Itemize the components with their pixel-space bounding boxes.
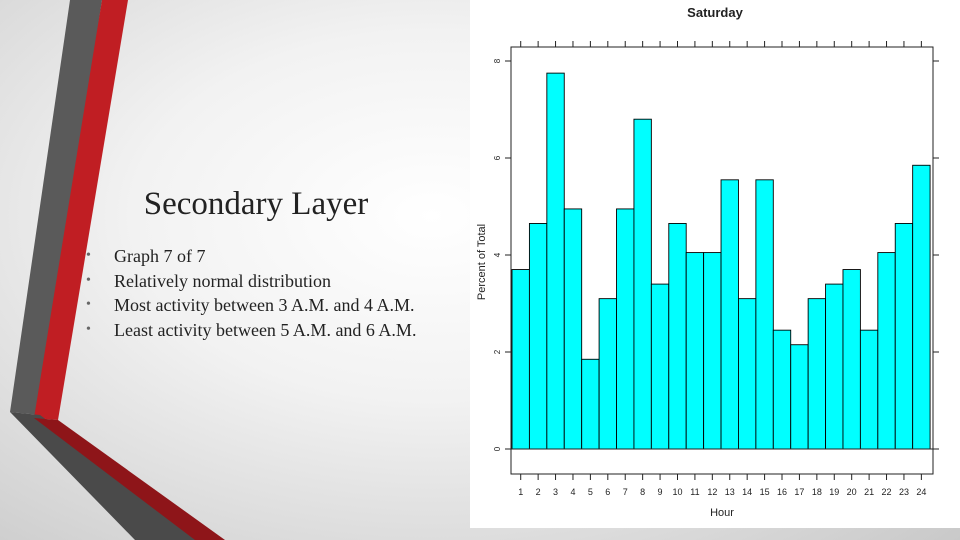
chart-title: Saturday xyxy=(687,5,743,20)
bar xyxy=(772,329,792,450)
x-axis-label: Hour xyxy=(710,507,734,519)
bar xyxy=(563,208,583,450)
bar xyxy=(633,118,652,450)
x-tick-label: 8 xyxy=(640,487,645,497)
x-tick-label: 15 xyxy=(760,487,770,497)
bullet-text: Graph 7 of 7 xyxy=(114,246,206,266)
bar xyxy=(616,208,635,450)
bar xyxy=(790,344,809,450)
bullet-dot-icon: • xyxy=(86,248,91,263)
bar xyxy=(528,223,548,450)
bar xyxy=(877,252,896,450)
x-tick-label: 17 xyxy=(794,487,804,497)
bullet-item: • Relatively normal distribution xyxy=(86,269,426,294)
bar xyxy=(894,223,914,450)
x-tick-label: 11 xyxy=(690,487,699,497)
bar xyxy=(755,179,774,450)
x-tick-label: 22 xyxy=(882,487,892,497)
bullet-item: • Graph 7 of 7 xyxy=(86,244,426,269)
x-tick-label: 14 xyxy=(742,487,752,497)
bar xyxy=(598,298,617,450)
slide-title: Secondary Layer xyxy=(143,186,369,222)
x-tick-label: 19 xyxy=(829,487,839,497)
decor-red-stripe xyxy=(34,0,128,420)
x-tick-label: 23 xyxy=(899,487,909,497)
bar xyxy=(720,179,739,450)
bullet-dot-icon: • xyxy=(86,321,91,337)
x-tick-label: 9 xyxy=(658,487,663,497)
y-tick-label: 4 xyxy=(493,252,502,257)
x-tick-label: 24 xyxy=(916,487,926,497)
y-tick-label: 8 xyxy=(493,58,502,63)
bullet-dot-icon: • xyxy=(86,297,91,312)
bar xyxy=(650,283,670,450)
bar xyxy=(546,72,565,450)
x-tick-label: 18 xyxy=(812,487,822,497)
bullet-dot-icon: • xyxy=(86,272,91,288)
bar xyxy=(738,298,757,450)
decor-red-wedge xyxy=(34,418,225,540)
bar xyxy=(703,252,722,450)
bar xyxy=(825,283,844,450)
x-tick-label: 2 xyxy=(536,487,541,497)
bar xyxy=(668,223,687,450)
bullet-text: Most activity between 3 A.M. and 4 A.M. xyxy=(114,295,415,315)
bar xyxy=(685,252,705,450)
axes-group: 1 2 3 4 5 6 7 8 9 10 11 12 13 14 15 16 17 18 19 20 21 22 23 240… xyxy=(493,41,939,497)
y-tick-label: 2 xyxy=(493,349,502,354)
x-tick-label: 13 xyxy=(725,487,735,497)
bar xyxy=(859,329,879,450)
x-tick-label: 4 xyxy=(570,487,575,497)
bullet-item: • Least activity between 5 A.M. and 6 A.M… xyxy=(86,318,426,343)
bullet-item: • Most activity between 3 A.M. and 4 A.M. xyxy=(86,293,426,318)
x-tick-label: 20 xyxy=(847,487,857,497)
plot-frame xyxy=(510,46,934,475)
x-tick-label: 12 xyxy=(707,487,717,497)
y-axis-label: Percent of Total xyxy=(476,224,488,300)
x-tick-label: 5 xyxy=(588,487,593,497)
bars-group xyxy=(511,72,931,450)
y-tick-label: 6 xyxy=(493,155,502,160)
x-tick-label: 6 xyxy=(605,487,610,497)
bar xyxy=(912,164,931,450)
x-tick-label: 10 xyxy=(672,487,682,497)
bar xyxy=(807,298,827,450)
x-tick-label: 1 xyxy=(518,487,523,497)
x-tick-label: 16 xyxy=(777,487,787,497)
bullet-list: • Graph 7 of 7 • Relatively normal distrib… xyxy=(86,244,426,342)
x-tick-label: 21 xyxy=(864,487,874,497)
x-tick-label: 3 xyxy=(553,487,558,497)
bar xyxy=(581,358,600,450)
bullet-text: Least activity between 5 A.M. and 6 A.M. xyxy=(114,319,417,340)
y-tick-label: 0 xyxy=(493,446,502,451)
x-tick-label: 7 xyxy=(623,487,628,497)
decor-gray-stripe xyxy=(10,0,102,415)
bullet-text: Relatively normal distribution xyxy=(114,270,331,291)
bar xyxy=(842,269,861,450)
bar xyxy=(511,269,530,450)
